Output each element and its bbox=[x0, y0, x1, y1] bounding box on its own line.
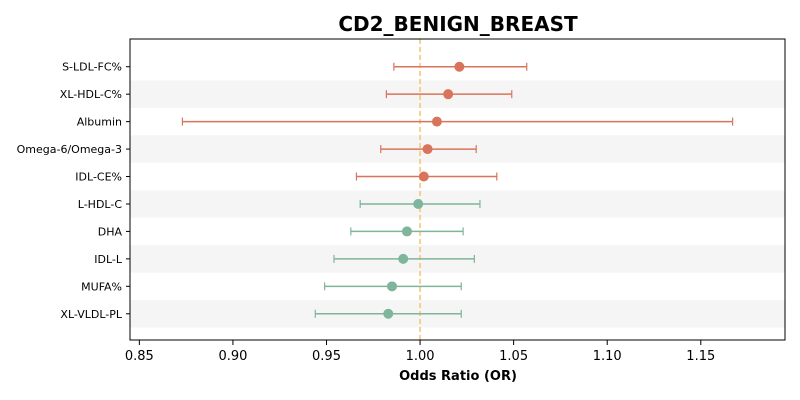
forest-row bbox=[385, 89, 513, 100]
chart-title: CD2_BENIGN_BREAST bbox=[338, 12, 578, 36]
x-tick-label: 1.00 bbox=[406, 349, 435, 364]
x-tick-label: 1.10 bbox=[593, 349, 622, 364]
y-tick-label: Omega-6/Omega-3 bbox=[17, 143, 122, 156]
y-tick-label: XL-VLDL-PL bbox=[60, 308, 122, 321]
y-tick-label: L-HDL-C bbox=[78, 198, 123, 211]
or-point bbox=[422, 144, 433, 155]
or-point bbox=[454, 61, 465, 72]
y-tick-label: DHA bbox=[98, 225, 123, 238]
x-axis: 0.85 0.90 0.95 1.00 1.05 1.10 1.15 bbox=[125, 340, 715, 364]
forest-row bbox=[359, 198, 481, 209]
forest-row bbox=[333, 253, 475, 264]
y-axis: S-LDL-FC% XL-HDL-C% Albumin Omega-6/Omega-3… bbox=[17, 61, 130, 321]
forest-row bbox=[350, 226, 464, 237]
y-tick-label: MUFA% bbox=[81, 280, 122, 293]
forest-row bbox=[324, 281, 462, 292]
forest-row bbox=[355, 171, 498, 182]
x-tick-label: 0.95 bbox=[312, 349, 341, 364]
y-tick-label: S-LDL-FC% bbox=[62, 61, 122, 74]
y-tick-label: IDL-L bbox=[94, 253, 123, 266]
y-tick-label: IDL-CE% bbox=[75, 171, 122, 184]
or-point bbox=[398, 253, 409, 264]
plot-frame bbox=[129, 38, 786, 341]
forest-row bbox=[314, 308, 462, 319]
forest-row bbox=[393, 61, 528, 72]
or-point bbox=[383, 308, 394, 319]
or-point bbox=[401, 226, 412, 237]
or-point bbox=[387, 281, 397, 292]
or-point bbox=[443, 89, 454, 100]
or-point bbox=[431, 116, 442, 127]
y-tick-label: Albumin bbox=[77, 116, 122, 129]
x-tick-label: 0.90 bbox=[218, 349, 247, 364]
or-point bbox=[413, 198, 424, 209]
x-axis-label: Odds Ratio (OR) bbox=[399, 369, 517, 384]
y-tick-label: XL-HDL-C% bbox=[60, 88, 122, 101]
x-tick-label: 1.15 bbox=[686, 349, 715, 364]
forest-row bbox=[380, 144, 477, 155]
x-tick-label: 1.05 bbox=[499, 349, 528, 364]
forest-row bbox=[181, 116, 734, 127]
or-point bbox=[418, 171, 429, 182]
forest-rows bbox=[181, 61, 734, 319]
x-tick-label: 0.85 bbox=[125, 349, 154, 364]
